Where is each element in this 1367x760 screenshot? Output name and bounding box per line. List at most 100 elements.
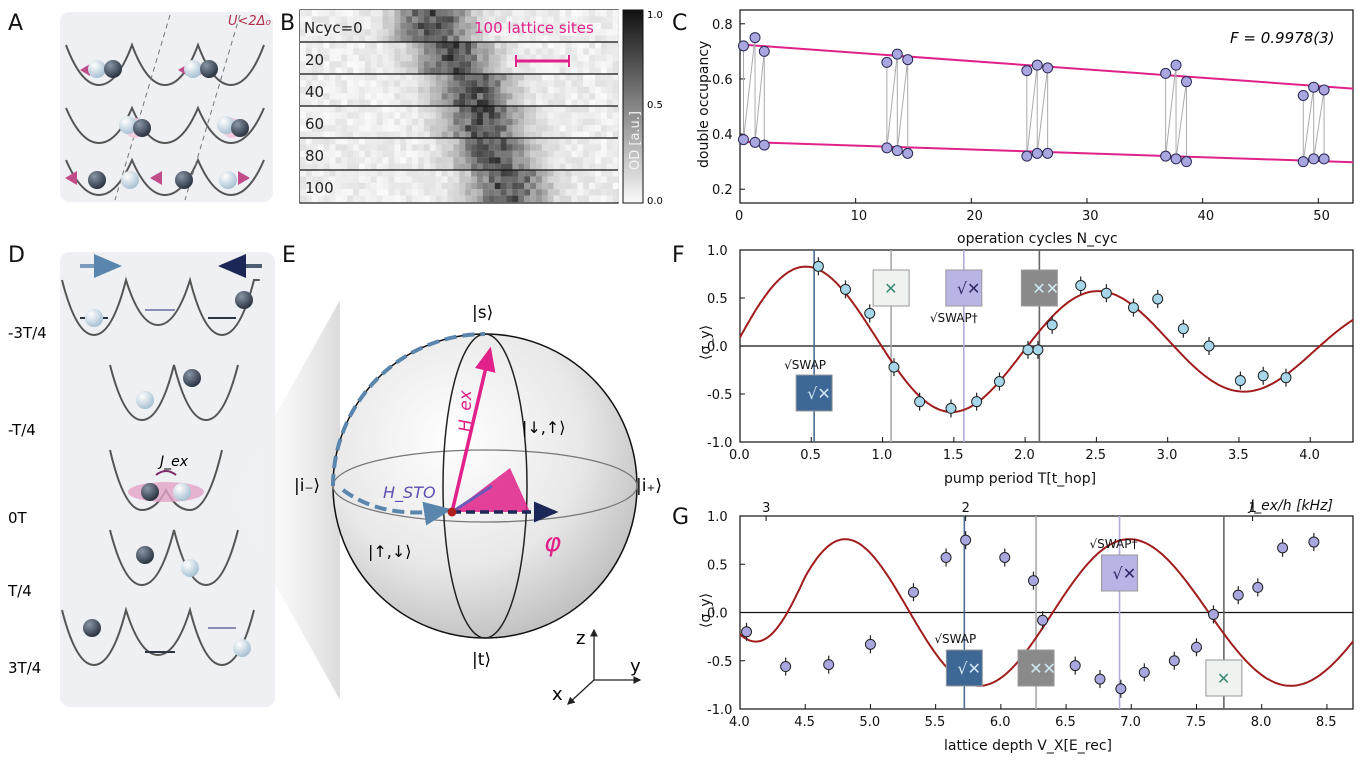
od-pixel: [453, 22, 460, 30]
od-pixel: [423, 118, 430, 126]
od-pixel: [565, 42, 572, 49]
od-pixel: [512, 22, 519, 30]
od-pixel: [412, 138, 419, 145]
od-pixel: [606, 67, 613, 75]
od-pixel: [536, 118, 542, 126]
od-pixel: [606, 138, 613, 145]
od-pixel: [347, 10, 354, 17]
od-pixel: [453, 67, 460, 75]
od-pixel: [406, 144, 413, 151]
od-pixel: [506, 170, 513, 177]
od-pixel: [518, 16, 525, 23]
od-pixel: [565, 195, 572, 203]
panel-label-b: B: [280, 11, 295, 36]
od-pixel: [388, 67, 395, 75]
od-pixel: [512, 195, 519, 203]
od-pixel: [376, 16, 383, 23]
od-pixel: [400, 93, 407, 100]
od-pixel: [553, 150, 560, 158]
od-pixel: [323, 80, 330, 87]
od-pixel: [565, 125, 572, 132]
od-pixel: [359, 157, 365, 164]
x-tick-label-c: 20: [966, 209, 983, 224]
od-pixel: [500, 61, 507, 68]
od-pixel: [595, 35, 601, 43]
od-pixel: [453, 106, 460, 113]
x-tick-label: 1.5: [943, 448, 964, 463]
od-pixel: [571, 125, 578, 132]
od-pixel: [600, 29, 607, 36]
od-pixel: [400, 131, 407, 139]
od-pixel: [418, 176, 424, 183]
od-pixel: [394, 93, 401, 100]
od-pixel: [589, 195, 596, 203]
od-pixel: [536, 170, 542, 177]
od-pixel: [412, 67, 419, 75]
od-pixel: [359, 144, 365, 151]
od-pixel: [341, 150, 348, 158]
od-pixel: [506, 48, 513, 55]
od-pixel: [347, 48, 354, 55]
od-pixel: [305, 182, 312, 190]
od-pixel: [524, 118, 531, 126]
x-tick-label: 2.5: [1085, 448, 1106, 463]
od-pixel: [506, 16, 513, 23]
od-pixel: [359, 29, 365, 36]
od-pixel: [494, 93, 501, 100]
data-point-c: [1021, 65, 1033, 77]
od-pixel: [388, 42, 395, 49]
od-pixel: [459, 74, 466, 81]
od-pixel: [394, 67, 401, 75]
od-pixel: [447, 35, 454, 43]
od-pixel: [541, 150, 548, 158]
od-pixel: [347, 144, 354, 151]
od-pixel: [524, 86, 531, 94]
od-pixel: [583, 29, 590, 36]
od-pixel: [370, 195, 377, 203]
od-pixel: [595, 112, 601, 119]
od-pixel: [376, 99, 383, 107]
od-pixel: [512, 163, 519, 171]
od-pixel: [606, 61, 613, 68]
x-tick-label: 3.5: [1228, 448, 1249, 463]
od-pixel: [376, 189, 383, 196]
od-pixel: [482, 99, 489, 107]
od-pixel: [441, 61, 448, 68]
od-pixel: [595, 80, 601, 87]
od-pixel: [541, 35, 548, 43]
od-pixel: [382, 144, 389, 151]
od-pixel: [305, 10, 312, 17]
od-pixel: [435, 118, 442, 126]
od-pixel: [382, 67, 389, 75]
od-pixel: [488, 10, 495, 17]
od-pixel: [530, 16, 537, 23]
od-pixel: [388, 170, 395, 177]
row-label-60: 60: [305, 115, 324, 133]
x-tick-label: 7.5: [1185, 715, 1206, 730]
od-pixel: [429, 112, 436, 119]
od-pixel: [423, 144, 430, 151]
data-point-c: [1297, 156, 1309, 168]
od-pixel: [353, 182, 360, 190]
od-pixel: [400, 10, 407, 17]
od-pixel: [488, 35, 495, 43]
od-pixel: [459, 35, 466, 43]
gate-box-sqrt-swap-glyph: √✕: [957, 659, 981, 678]
od-pixel: [329, 42, 336, 49]
data-point: [1075, 280, 1087, 292]
od-pixel: [512, 106, 519, 113]
od-pixel: [311, 189, 318, 196]
od-pixel: [382, 182, 389, 190]
od-pixel: [541, 176, 548, 183]
od-pixel: [500, 189, 507, 196]
od-pixel: [530, 125, 537, 132]
od-pixel: [382, 54, 389, 62]
od-pixel: [595, 67, 601, 75]
od-pixel: [606, 182, 613, 190]
od-pixel: [323, 195, 330, 203]
od-pixel: [506, 195, 513, 203]
od-pixel: [412, 99, 419, 107]
od-pixel: [418, 163, 424, 171]
od-pixel: [423, 106, 430, 113]
od-pixel: [559, 163, 566, 171]
